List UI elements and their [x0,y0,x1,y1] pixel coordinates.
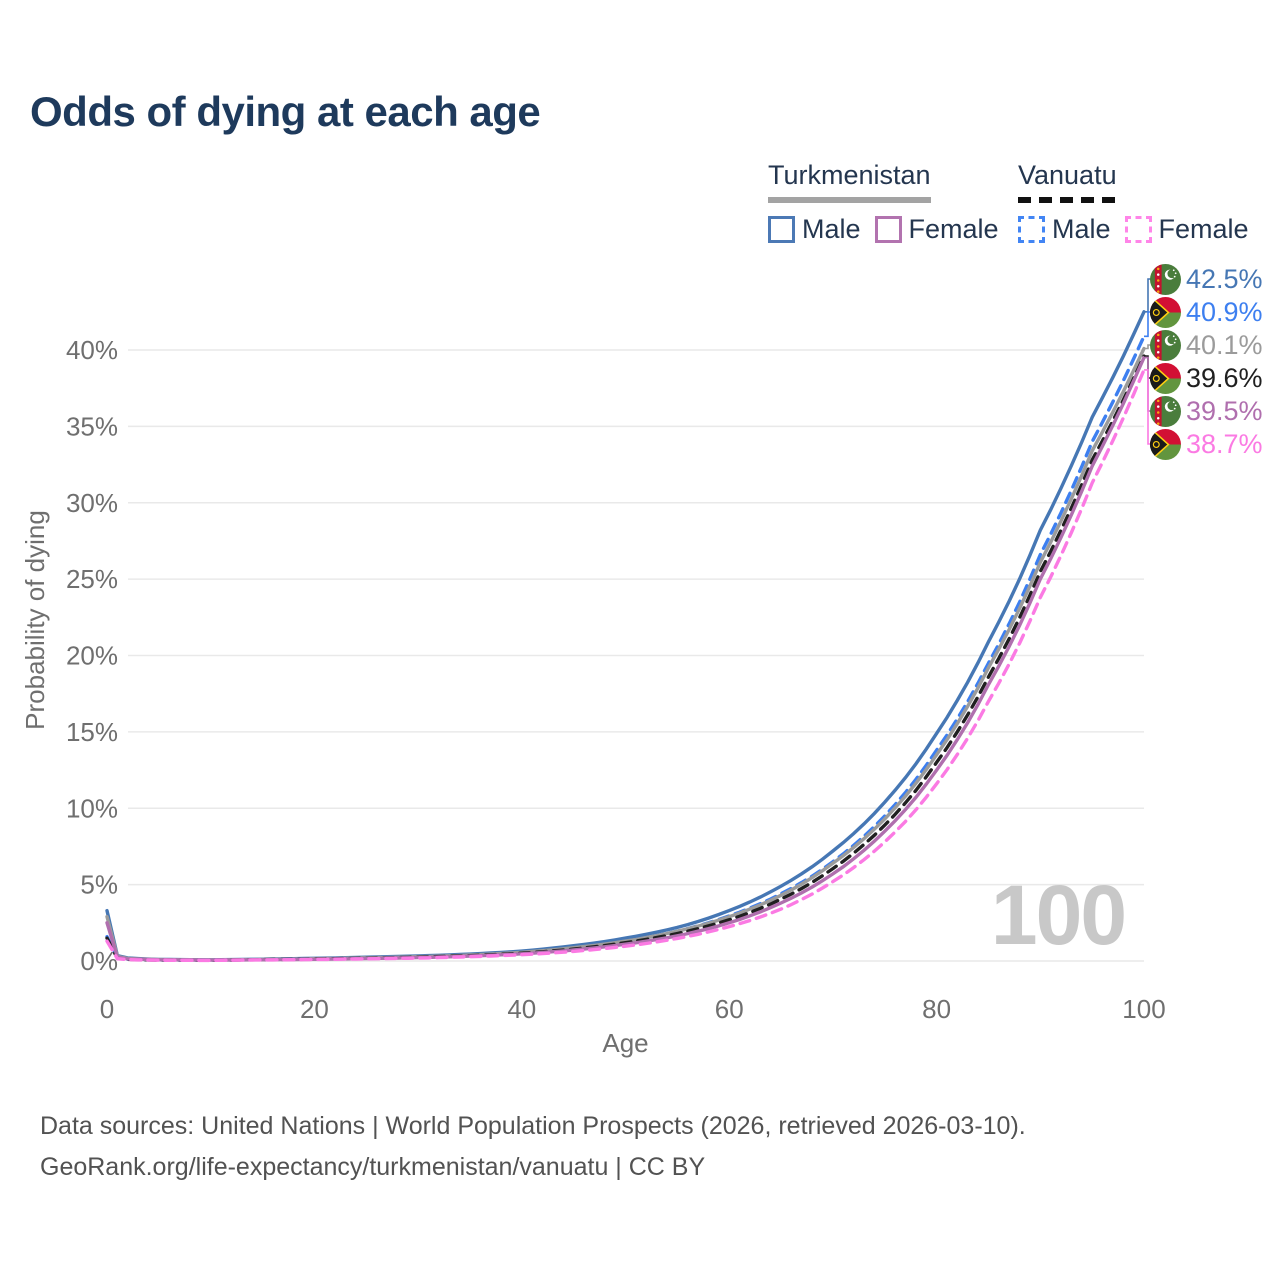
x-tick-label: 20 [300,994,329,1024]
series-end-value: 39.6% [1186,362,1263,393]
series-end-label-vanuatu-female: 38.7% [1150,428,1263,460]
y-tick-label: 10% [66,793,118,823]
footer-attribution: Data sources: United Nations | World Pop… [40,1106,1026,1188]
legend-title-vanuatu: Vanuatu [1018,160,1117,190]
x-tick-label: 60 [715,994,744,1024]
series-line-vanuatu-male [105,334,1146,962]
legend-item-turkmenistan-male[interactable]: Male [768,214,861,245]
y-tick-label: 5% [80,870,118,900]
vanuatu-flag-icon [1150,362,1181,394]
x-axis-title: Age [602,1028,648,1058]
y-tick-label: 25% [66,564,118,594]
checkbox-vanuatu-female[interactable] [1124,216,1152,243]
series-line-turkmenistan-both-sexes [105,346,1146,962]
vanuatu-dashed-underline [1018,197,1117,203]
checkbox-vanuatu-male[interactable] [1018,216,1045,243]
checkbox-turkmenistan-male[interactable] [768,216,795,243]
series-end-value: 42.5% [1186,263,1263,294]
legend-item-turkmenistan-female[interactable]: Female [874,214,999,245]
checkbox-turkmenistan-female[interactable] [874,216,902,243]
legend-title-turkmenistan: Turkmenistan [768,160,931,203]
y-tick-label: 40% [66,335,118,365]
vanuatu-flag-icon [1150,296,1181,328]
series-end-label-turkmenistan-both: 40.1% [1150,329,1263,361]
series-end-label-vanuatu-male: 40.9% [1150,296,1263,328]
series-line-vanuatu-female [105,368,1146,963]
turkmenistan-flag-icon [1150,263,1181,295]
legend-group-vanuatu: Vanuatu Male Female [1018,160,1249,245]
age-watermark: 100 [991,868,1125,962]
legend-label: Male [1052,214,1111,244]
y-tick-label: 20% [66,641,118,671]
series-line-turkmenistan-female [105,355,1146,962]
x-tick-label: 40 [507,994,536,1024]
legend-item-vanuatu-male[interactable]: Male [1018,214,1111,245]
vanuatu-flag-icon [1150,428,1181,460]
series-line-vanuatu-both-sexes [105,354,1146,962]
data-sources-line: Data sources: United Nations | World Pop… [40,1112,1026,1140]
y-tick-label: 15% [66,717,118,747]
legend-label: Female [908,214,999,244]
series-end-value: 40.9% [1186,296,1263,327]
source-url-line: GeoRank.org/life-expectancy/turkmenistan… [40,1153,706,1181]
series-end-value: 39.5% [1186,395,1263,426]
series-end-value: 40.1% [1186,329,1263,360]
turkmenistan-flag-icon [1150,395,1181,427]
x-tick-label: 100 [1122,994,1165,1024]
y-tick-label: 35% [66,411,118,441]
y-axis-title: Probability of dying [20,510,50,730]
x-tick-label: 80 [922,994,951,1024]
series-line-turkmenistan-male [105,310,1146,962]
x-tick-label: 0 [100,994,114,1024]
series-end-label-turkmenistan-male: 42.5% [1150,263,1263,295]
page-title: Odds of dying at each age [30,88,541,135]
y-tick-label: 30% [66,488,118,518]
series-end-value: 38.7% [1186,428,1263,459]
series-end-label-vanuatu-both: 39.6% [1150,362,1263,394]
legend-label: Female [1158,214,1249,244]
legend-item-vanuatu-female[interactable]: Female [1124,214,1249,245]
legend-group-turkmenistan: Turkmenistan Male Female [768,160,999,245]
series-end-label-turkmenistan-female: 39.5% [1150,395,1263,427]
legend-label: Male [802,214,861,244]
turkmenistan-flag-icon [1150,329,1181,361]
